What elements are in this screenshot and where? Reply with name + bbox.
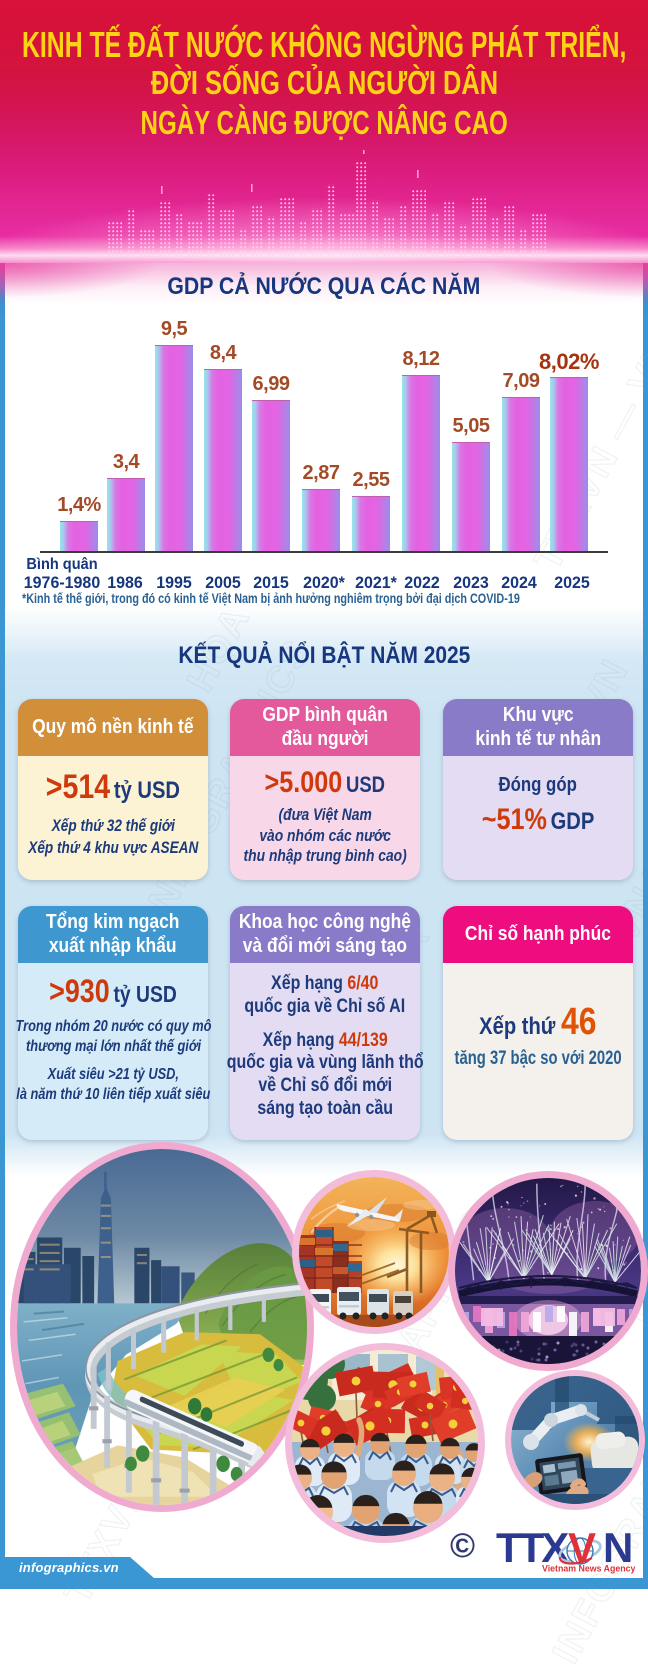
svg-text:N: N xyxy=(603,1524,631,1571)
svg-text:TTX: TTX xyxy=(496,1524,569,1571)
svg-text:©: © xyxy=(450,1527,475,1565)
svg-text:Vietnam News Agency: Vietnam News Agency xyxy=(542,1564,635,1574)
